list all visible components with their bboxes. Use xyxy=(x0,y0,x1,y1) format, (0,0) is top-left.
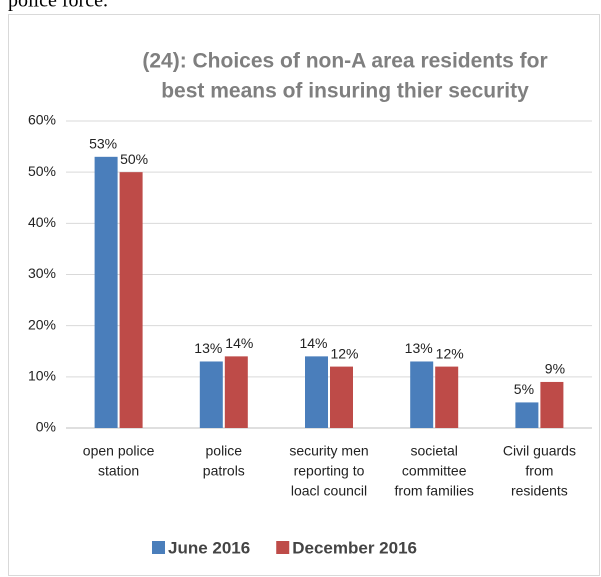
x-tick-label: residents xyxy=(511,483,568,499)
value-label: 9% xyxy=(545,361,565,377)
chart-title: best means of insuring thier security xyxy=(161,80,529,103)
x-tick-label: patrols xyxy=(203,463,245,479)
legend-swatch xyxy=(152,541,165,554)
bar xyxy=(94,156,118,429)
x-tick-label: from families xyxy=(395,483,474,499)
bar xyxy=(119,172,143,428)
x-tick-label: police xyxy=(206,443,243,459)
bar xyxy=(515,402,539,428)
value-label: 13% xyxy=(194,340,222,356)
bar xyxy=(330,366,353,428)
value-label: 14% xyxy=(225,335,253,351)
y-tick-label: 10% xyxy=(28,368,56,384)
x-tick-label: reporting to xyxy=(294,463,365,479)
x-tick-label: loacl council xyxy=(291,483,367,499)
bar xyxy=(305,356,328,428)
x-tick-label: from xyxy=(525,463,553,479)
legend-label: June 2016 xyxy=(168,538,250,557)
bar xyxy=(224,356,248,428)
value-label: 50% xyxy=(120,151,148,167)
bar xyxy=(410,361,434,428)
legend-swatch xyxy=(276,541,290,554)
value-label: 12% xyxy=(436,345,464,361)
x-tick-label: societal xyxy=(410,443,457,459)
y-tick-label: 50% xyxy=(28,163,56,179)
y-tick-label: 20% xyxy=(28,316,56,332)
bar xyxy=(435,366,459,428)
x-tick-label: open police xyxy=(83,443,155,459)
chart-title: (24): Choices of non-A area residents fo… xyxy=(142,50,547,73)
x-tick-label: committee xyxy=(402,463,467,479)
bar xyxy=(540,381,564,428)
x-tick-label: security men xyxy=(289,443,368,459)
value-label: 5% xyxy=(514,381,534,397)
x-tick-label: Civil guards xyxy=(503,443,576,459)
value-label: 53% xyxy=(89,136,117,152)
legend-label: December 2016 xyxy=(292,538,417,557)
value-label: 13% xyxy=(405,340,433,356)
page-text: police force. xyxy=(8,0,108,12)
y-tick-label: 30% xyxy=(28,265,56,281)
value-label: 14% xyxy=(299,335,327,351)
value-label: 12% xyxy=(330,345,358,361)
bar xyxy=(199,361,223,428)
y-tick-label: 0% xyxy=(36,419,56,435)
y-tick-label: 40% xyxy=(28,214,56,230)
x-tick-label: station xyxy=(98,463,139,479)
y-tick-label: 60% xyxy=(28,112,56,128)
